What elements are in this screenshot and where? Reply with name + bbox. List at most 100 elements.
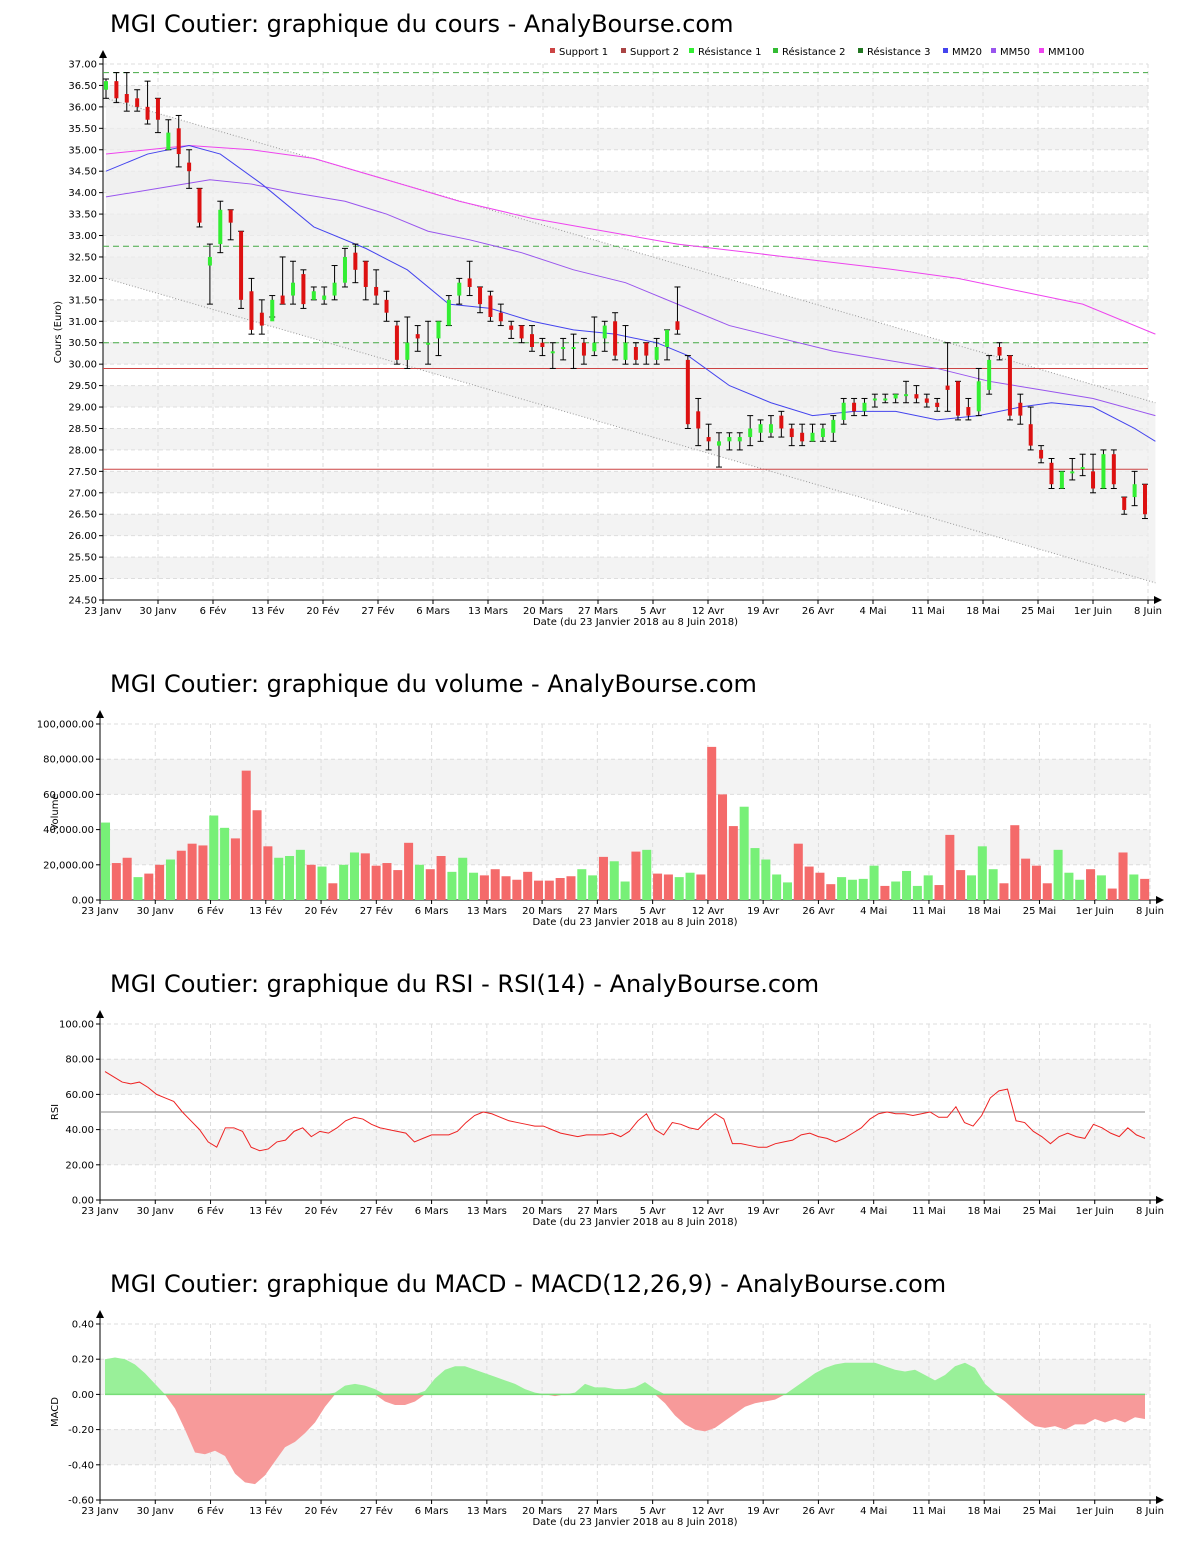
- candle-body: [737, 437, 742, 442]
- candle-body: [997, 347, 1002, 356]
- macd-ytick-label: 0.20: [72, 1355, 94, 1366]
- price-band: [103, 514, 1148, 536]
- price-xtick-label: 5 Avr: [640, 606, 667, 617]
- price-xtick-label: 19 Avr: [747, 606, 780, 617]
- candle-body: [758, 424, 763, 433]
- price-xtick-label: 20 Mars: [523, 606, 563, 617]
- volume-bar: [566, 876, 576, 900]
- volume-bar: [1107, 888, 1117, 900]
- price-ytick-label: 29.50: [68, 381, 97, 392]
- candle-body: [841, 402, 846, 420]
- macd-ytick-label: -0.40: [68, 1460, 94, 1471]
- candle-body: [1059, 471, 1064, 489]
- volume-bar: [533, 880, 544, 900]
- candle-body: [1039, 449, 1044, 459]
- candle-body: [426, 342, 431, 345]
- candle-body: [1132, 484, 1137, 498]
- volume-bar: [674, 877, 684, 900]
- volume-bar: [555, 878, 565, 900]
- price-xtick-label: 23 Janv: [84, 606, 121, 617]
- macd-negative-area: [105, 1394, 1145, 1485]
- candle-body: [820, 428, 825, 438]
- candle-body: [301, 274, 306, 305]
- volume-bar: [598, 856, 608, 900]
- price-xtick-label: 27 Fév: [361, 605, 394, 617]
- volume-xtick-label: 6 Fév: [197, 905, 224, 917]
- price-ytick-label: 26.50: [68, 510, 97, 521]
- macd-xtick-label: 13 Mars: [467, 1506, 507, 1517]
- candle-body: [810, 432, 815, 442]
- candle-body: [446, 299, 451, 326]
- volume-bar: [133, 877, 143, 900]
- volume-bar: [945, 834, 955, 900]
- candle-body: [228, 209, 233, 223]
- volume-bar: [912, 885, 922, 900]
- macd-x-axis-arrow: [1156, 1496, 1164, 1504]
- rsi-xtick-label: 6 Fév: [197, 1205, 224, 1217]
- candle-body: [561, 347, 566, 350]
- volume-bar: [447, 871, 457, 900]
- price-band: [103, 557, 1148, 579]
- candle-body: [945, 385, 950, 390]
- macd-ytick-label: -0.60: [68, 1496, 94, 1507]
- candle-body: [415, 334, 420, 339]
- volume-y-axis-title: Volume: [50, 793, 61, 830]
- price-y-axis-title: Cours (Euro): [53, 301, 64, 364]
- volume-bar: [230, 838, 240, 900]
- macd-xtick-label: 26 Avr: [802, 1506, 835, 1517]
- volume-band: [100, 759, 1150, 795]
- price-xtick-label: 26 Avr: [802, 606, 835, 617]
- rsi-x-axis-title: Date (du 23 Janvier 2018 au 8 Juin 2018): [532, 1217, 737, 1228]
- candle-body: [789, 428, 794, 438]
- rsi-xtick-label: 8 Juin: [1136, 1206, 1164, 1217]
- volume-xtick-label: 30 Janv: [137, 906, 174, 917]
- rsi-xtick-label: 19 Avr: [747, 1206, 780, 1217]
- rsi-y-axis-title: RSI: [50, 1104, 61, 1120]
- volume-bar: [458, 857, 468, 900]
- legend-label: MM20: [952, 47, 982, 58]
- price-ytick-label: 28.50: [68, 424, 97, 435]
- volume-bar: [111, 863, 121, 900]
- legend-label: Support 2: [630, 47, 679, 58]
- macd-ytick-label: -0.20: [68, 1425, 94, 1436]
- rsi-ytick-label: 100.00: [59, 1020, 94, 1031]
- volume-bar: [837, 877, 847, 900]
- candle-body: [852, 402, 857, 412]
- price-ytick-label: 36.00: [68, 102, 97, 113]
- price-ytick-label: 32.50: [68, 252, 97, 263]
- candle-body: [374, 286, 379, 296]
- macd-xtick-label: 23 Janv: [81, 1506, 118, 1517]
- volume-bar: [685, 872, 695, 900]
- legend-swatch: [773, 48, 778, 53]
- volume-bar: [707, 746, 717, 900]
- price-channel-lower: [105, 277, 1156, 584]
- candle-body: [529, 334, 534, 348]
- candle-body: [467, 278, 472, 287]
- rsi-xtick-label: 4 Mai: [860, 1206, 887, 1217]
- rsi-xtick-label: 26 Avr: [802, 1206, 835, 1217]
- candle-body: [405, 342, 410, 360]
- volume-bar: [404, 842, 414, 900]
- volume-bar: [1064, 872, 1074, 900]
- volume-bar: [360, 853, 370, 900]
- price-ytick-label: 36.50: [68, 81, 97, 92]
- candle-body: [872, 398, 877, 401]
- volume-bar: [718, 794, 728, 900]
- volume-bar: [620, 881, 630, 900]
- volume-bar: [1031, 865, 1041, 900]
- candle-body: [717, 441, 722, 446]
- volume-xtick-label: 13 Fév: [249, 905, 282, 917]
- volume-bar: [588, 875, 598, 900]
- rsi-line: [104, 1071, 1146, 1152]
- volume-bar: [577, 869, 587, 900]
- candle-body: [291, 282, 296, 296]
- candle-body: [342, 256, 347, 283]
- volume-bar: [490, 869, 500, 900]
- price-ytick-label: 35.00: [68, 145, 97, 156]
- macd-xtick-label: 1er Juin: [1076, 1506, 1114, 1517]
- volume-bar: [1140, 878, 1150, 900]
- rsi-chart-title: MGI Coutier: graphique du RSI - RSI(14) …: [110, 970, 820, 998]
- macd-xtick-label: 27 Mars: [577, 1506, 617, 1517]
- volume-bar: [923, 875, 933, 900]
- volume-bar: [663, 874, 673, 900]
